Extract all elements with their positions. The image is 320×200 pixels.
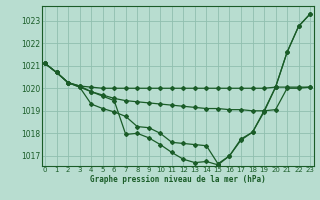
X-axis label: Graphe pression niveau de la mer (hPa): Graphe pression niveau de la mer (hPa) <box>90 175 266 184</box>
